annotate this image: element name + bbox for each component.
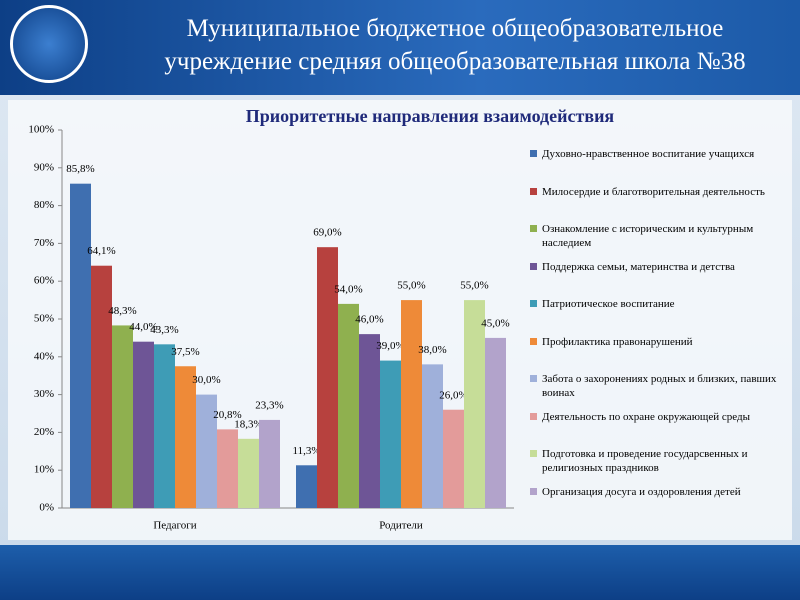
legend-label: Забота о захоронениях родных и близких, … xyxy=(542,373,777,399)
value-label: 38,0% xyxy=(418,344,446,356)
legend-label: Организация досуга и оздоровления детей xyxy=(542,485,741,498)
chart-title: Приоритетные направления взаимодействия xyxy=(246,106,615,126)
bar xyxy=(112,325,133,508)
y-tick-label: 80% xyxy=(34,199,54,211)
bar xyxy=(485,337,506,508)
legend-label: Поддержка семьи, материнства и детства xyxy=(542,260,735,273)
y-tick-label: 100% xyxy=(28,124,54,136)
value-label: 39,0% xyxy=(376,340,404,352)
value-label: 45,0% xyxy=(481,317,509,329)
legend-label: Подготовка и проведение государсвенных и… xyxy=(542,448,748,474)
legend-swatch xyxy=(530,412,537,420)
legend-label: Профилактика правонарушений xyxy=(542,335,693,348)
bar xyxy=(296,465,317,508)
legend-item: Патриотическое воспитание xyxy=(530,297,792,335)
y-tick-label: 30% xyxy=(34,388,54,400)
x-tick-label: Родители xyxy=(379,520,423,532)
legend-label: Духовно-нравственное воспитание учащихся xyxy=(542,148,755,160)
legend-swatch xyxy=(530,150,537,157)
value-label: 23,3% xyxy=(255,399,283,411)
legend-swatch xyxy=(530,337,537,345)
legend-item: Деятельность по охране окружающей среды xyxy=(530,410,792,448)
legend-swatch xyxy=(530,487,537,495)
value-label: 54,0% xyxy=(334,283,362,295)
bar xyxy=(359,334,380,508)
y-tick-label: 90% xyxy=(34,161,54,173)
bar xyxy=(422,364,443,508)
logo xyxy=(10,5,88,83)
bar xyxy=(133,341,154,508)
value-label: 46,0% xyxy=(355,314,383,326)
legend-swatch xyxy=(530,187,537,195)
y-tick-label: 20% xyxy=(34,426,54,438)
bar xyxy=(70,183,91,508)
value-label: 48,3% xyxy=(108,305,136,317)
legend-label: Деятельность по охране окружающей среды xyxy=(542,410,751,423)
legend-label: Милосердие и благотворительная деятельно… xyxy=(542,185,765,198)
legend-swatch xyxy=(530,225,537,232)
y-tick-label: 50% xyxy=(34,313,54,325)
value-label: 26,0% xyxy=(439,389,467,401)
value-label: 44,0% xyxy=(129,321,157,333)
x-tick-label: Педагоги xyxy=(153,520,196,532)
bar xyxy=(443,409,464,508)
bar xyxy=(464,300,485,508)
value-label: 43,3% xyxy=(150,324,178,336)
legend-item: Организация досуга и оздоровления детей xyxy=(530,485,792,523)
legend-swatch xyxy=(530,262,537,270)
bar xyxy=(317,247,338,508)
value-label: 55,0% xyxy=(397,280,425,292)
y-tick-label: 60% xyxy=(34,275,54,287)
legend-item: Забота о захоронениях родных и близких, … xyxy=(530,372,792,410)
value-label: 11,3% xyxy=(292,445,320,457)
legend-item: Духовно-нравственное воспитание учащихся xyxy=(530,147,792,185)
legend-item: Ознакомление с историческим и культурным… xyxy=(530,222,792,260)
value-label: 37,5% xyxy=(171,346,199,358)
legend-item: Подготовка и проведение государсвенных и… xyxy=(530,447,792,485)
value-label: 20,8% xyxy=(213,409,241,421)
bar xyxy=(380,360,401,508)
legend: Духовно-нравственное воспитание учащихся… xyxy=(530,147,792,522)
value-label: 64,1% xyxy=(87,245,115,257)
y-tick-label: 70% xyxy=(34,237,54,249)
bar xyxy=(217,429,238,508)
bar xyxy=(154,344,175,508)
y-tick-label: 0% xyxy=(39,502,54,514)
value-label: 18,3% xyxy=(234,418,262,430)
y-tick-label: 40% xyxy=(34,350,54,362)
legend-swatch xyxy=(530,300,537,307)
legend-item: Милосердие и благотворительная деятельно… xyxy=(530,185,792,223)
bar xyxy=(401,300,422,508)
bar xyxy=(259,419,280,508)
legend-label: Патриотическое воспитание xyxy=(542,298,675,310)
slide-title: Муниципальное бюджетное общеобразователь… xyxy=(164,15,746,75)
bar xyxy=(238,438,259,508)
footer-band xyxy=(0,545,800,600)
legend-swatch xyxy=(530,375,537,382)
y-tick-label: 10% xyxy=(34,464,54,476)
legend-item: Поддержка семьи, материнства и детства xyxy=(530,260,792,298)
value-label: 69,0% xyxy=(313,227,341,239)
legend-swatch xyxy=(530,450,537,457)
header-band xyxy=(0,0,800,95)
legend-item: Профилактика правонарушений xyxy=(530,335,792,373)
value-label: 55,0% xyxy=(460,280,488,292)
bar xyxy=(91,265,112,508)
bar xyxy=(338,303,359,508)
value-label: 85,8% xyxy=(66,163,94,175)
legend-label: Ознакомление с историческим и культурным… xyxy=(542,223,754,249)
bar xyxy=(196,394,217,508)
bar xyxy=(175,366,196,508)
value-label: 30,0% xyxy=(192,374,220,386)
